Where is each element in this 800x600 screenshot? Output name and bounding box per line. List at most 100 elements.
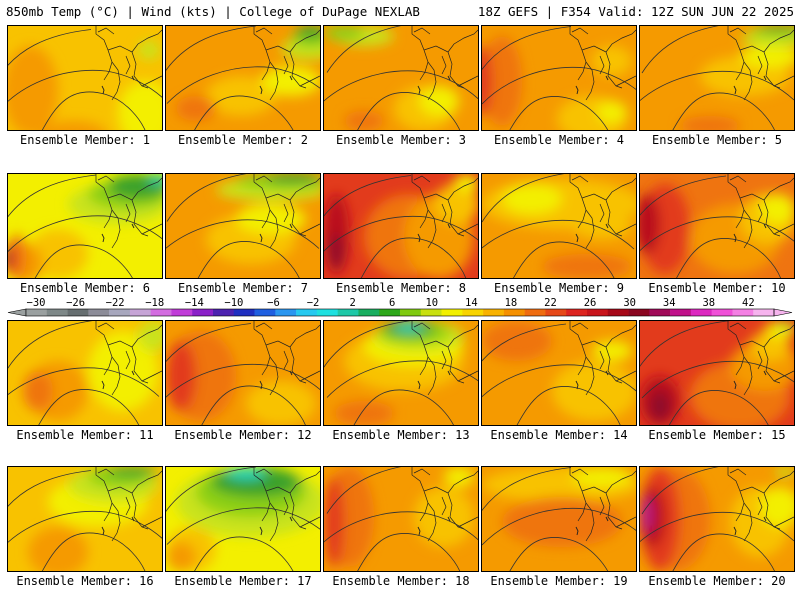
ensemble-panel-19[interactable]: Ensemble Member: 19 (481, 466, 637, 592)
coastline (253, 321, 320, 396)
height-contour (166, 26, 257, 71)
temperature-map (639, 173, 795, 279)
temperature-map (165, 320, 321, 426)
colorbar-segment (400, 309, 422, 316)
temperature-map (323, 25, 479, 131)
temperature-region (118, 81, 162, 130)
temperature-region (454, 174, 478, 192)
height-contour (8, 29, 92, 66)
colorbar-segment (462, 309, 484, 316)
colorbar-segment (753, 309, 775, 316)
ensemble-panel-15[interactable]: Ensemble Member: 15 (639, 320, 795, 446)
map-graphic (324, 321, 478, 425)
coastline (253, 467, 320, 542)
wind-barb (101, 516, 135, 536)
height-contour (640, 175, 727, 216)
ensemble-panel-14[interactable]: Ensemble Member: 14 (481, 320, 637, 446)
height-contour (668, 390, 769, 425)
height-contour (8, 367, 160, 397)
ensemble-panel-2[interactable]: Ensemble Member: 2 (165, 25, 321, 151)
member-label: Ensemble Member: 13 (332, 428, 470, 442)
temperature-region (324, 26, 364, 40)
colorbar-segment (109, 309, 131, 316)
height-contour (672, 533, 775, 571)
temperature-region (502, 184, 562, 214)
colorbar-segment (233, 309, 255, 316)
member-label: Ensemble Member: 17 (174, 574, 312, 588)
wind-barb (101, 370, 135, 390)
ensemble-panel-12[interactable]: Ensemble Member: 12 (165, 320, 321, 446)
member-label: Ensemble Member: 11 (16, 428, 154, 442)
height-contour (482, 174, 565, 223)
height-contour (482, 467, 572, 512)
colorbar-segment (129, 309, 151, 316)
ensemble-panel-10[interactable]: Ensemble Member: 10 (639, 173, 795, 299)
colorbar-tick-label: 6 (389, 297, 395, 309)
coastline (95, 467, 162, 542)
ensemble-panel-8[interactable]: Ensemble Member: 8 (323, 173, 479, 299)
map-graphic (640, 321, 794, 425)
colorbar-tick-label: 34 (663, 297, 676, 309)
colorbar-tick-label: −22 (106, 297, 125, 309)
colorbar-segment (732, 309, 754, 316)
colorbar-right-arrow (773, 308, 793, 317)
ensemble-panel-9[interactable]: Ensemble Member: 9 (481, 173, 637, 299)
member-label: Ensemble Member: 10 (648, 281, 786, 295)
height-contour (516, 386, 621, 425)
wind-barb (101, 75, 135, 95)
colorbar-tick-label: −6 (267, 297, 280, 309)
member-label: Ensemble Member: 9 (493, 281, 625, 295)
colorbar-segment (607, 309, 629, 316)
height-contour (326, 360, 478, 398)
colorbar-segment (171, 309, 193, 316)
ensemble-panel-1[interactable]: Ensemble Member: 1 (7, 25, 163, 151)
temperature-map (165, 173, 321, 279)
map-graphic (166, 321, 320, 425)
ensemble-panel-17[interactable]: Ensemble Member: 17 (165, 466, 321, 592)
colorbar-segment (670, 309, 692, 316)
height-contour (482, 219, 635, 250)
map-graphic (324, 467, 478, 571)
ensemble-panel-18[interactable]: Ensemble Member: 18 (323, 466, 479, 592)
ensemble-panel-4[interactable]: Ensemble Member: 4 (481, 25, 637, 151)
colorbar-graphic: −30 −26 −22 −18 −14 −10 −6 −2 2 6 10 14 18 22 26 30 34 38… (7, 297, 793, 317)
colorbar-tick-label: 14 (465, 297, 478, 309)
temperature-region (552, 361, 636, 421)
temperature-region (482, 46, 492, 116)
member-label: Ensemble Member: 1 (19, 133, 151, 147)
temperature-map (7, 25, 163, 131)
ensemble-panel-11[interactable]: Ensemble Member: 11 (7, 320, 163, 446)
ensemble-panel-16[interactable]: Ensemble Member: 16 (7, 466, 163, 592)
map-graphic (482, 467, 636, 571)
member-label: Ensemble Member: 6 (19, 281, 151, 295)
temperature-region (226, 467, 266, 479)
colorbar-tick-label: 26 (584, 297, 597, 309)
ensemble-panel-20[interactable]: Ensemble Member: 20 (639, 466, 795, 592)
height-contour (41, 91, 146, 130)
ensemble-panel-3[interactable]: Ensemble Member: 3 (323, 25, 479, 151)
ensemble-panel-13[interactable]: Ensemble Member: 13 (323, 320, 479, 446)
colorbar-segment (275, 309, 297, 316)
temperature-region (597, 101, 627, 123)
colorbar-tick-label: 22 (544, 297, 557, 309)
map-graphic (482, 174, 636, 278)
map-graphic (8, 174, 162, 278)
colorbar-segment (316, 309, 338, 316)
colorbar-tick-label: 30 (623, 297, 636, 309)
coastline (569, 321, 636, 396)
colorbar-segment (524, 309, 546, 316)
height-contour (482, 26, 572, 71)
temperature-region (640, 497, 652, 532)
member-label: Ensemble Member: 14 (490, 428, 628, 442)
height-contour (166, 363, 320, 398)
height-contour (482, 507, 636, 546)
height-contour (641, 467, 719, 515)
colorbar-segment (296, 309, 318, 316)
wind-barb (733, 516, 767, 536)
ensemble-panel-5[interactable]: Ensemble Member: 5 (639, 25, 795, 151)
colorbar-segment (358, 309, 380, 316)
ensemble-panel-7[interactable]: Ensemble Member: 7 (165, 173, 321, 299)
ensemble-panel-6[interactable]: Ensemble Member: 6 (7, 173, 163, 299)
colorbar-tick-label: −26 (66, 297, 85, 309)
temperature-region (138, 41, 160, 59)
